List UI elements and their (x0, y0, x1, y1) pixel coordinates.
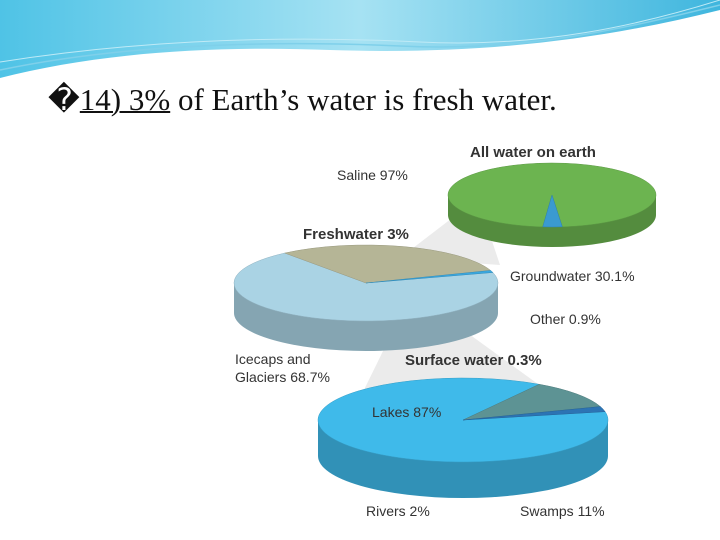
chart-title: All water on earth (470, 144, 596, 161)
pie-slice (283, 244, 492, 284)
slice-label: Lakes 87% (372, 404, 442, 420)
pie-slice (365, 270, 494, 284)
slice-label: Saline 97% (337, 167, 408, 183)
slice-label: Groundwater 30.1% (510, 268, 635, 284)
bullet: � (48, 82, 80, 117)
title-text: of Earth’s water is fresh water. (170, 82, 557, 117)
slice-label: Other 0.9% (530, 311, 601, 327)
pie-slice (462, 384, 601, 421)
pie-slice (233, 252, 499, 322)
pie-slice (462, 406, 606, 421)
slide-title: �14) 3% of Earth’s water is fresh water. (48, 82, 557, 118)
title-underlined: 14) 3% (79, 82, 171, 117)
pie-slice (542, 194, 563, 228)
slice-label: Icecaps and Glaciers 68.7% (235, 351, 330, 385)
chart-title: Surface water 0.3% (405, 352, 542, 369)
slice-label: Swamps 11% (520, 503, 605, 519)
chart-title: Freshwater 3% (303, 226, 409, 243)
slice-label: Rivers 2% (366, 503, 430, 519)
